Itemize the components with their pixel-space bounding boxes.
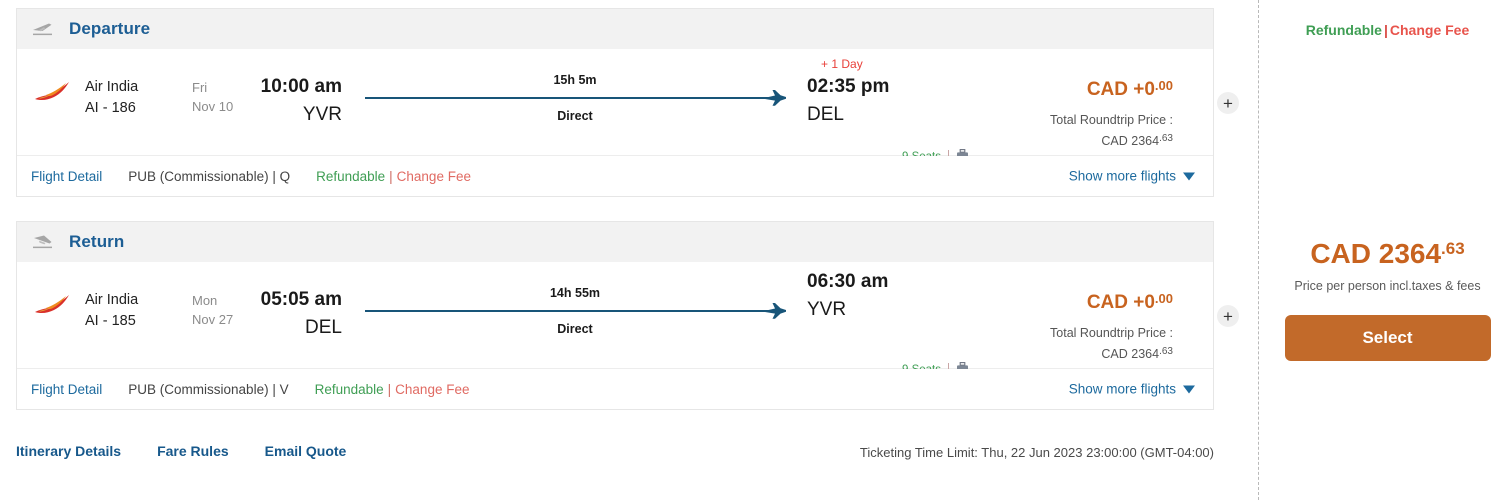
show-more-flights-button[interactable]: Show more flights xyxy=(1069,382,1195,397)
plus-day-badge: + 1 Day xyxy=(821,57,863,71)
return-price: CAD +0.00 xyxy=(1086,291,1173,313)
departure-flight-row: Air India AI - 186 Fri Nov 10 10:00 am Y… xyxy=(17,49,1239,164)
return-date-value: Nov 27 xyxy=(192,312,234,327)
total-roundtrip-label: Total Roundtrip Price : xyxy=(1050,326,1173,340)
chevron-down-icon xyxy=(1183,172,1195,180)
departure-stops: Direct xyxy=(557,109,593,123)
return-date: Mon Nov 27 xyxy=(192,292,233,329)
total-roundtrip-label: Total Roundtrip Price : xyxy=(1050,113,1173,127)
return-title: Return xyxy=(69,232,125,251)
panel-total-price: CAD 2364.63 xyxy=(1310,238,1465,269)
bottom-links-bar: Itinerary Details Fare Rules Email Quote… xyxy=(16,443,1214,460)
flight-number: AI - 185 xyxy=(85,313,136,329)
fare-basis: PUB (Commissionable) | Q xyxy=(128,168,291,184)
show-more-flights-label: Show more flights xyxy=(1068,381,1176,397)
arrival-time: 02:35 pm xyxy=(807,76,890,97)
return-airline-info: Air India AI - 185 xyxy=(85,290,138,332)
route-line-wrap xyxy=(365,89,786,106)
route-line xyxy=(365,310,769,312)
add-flight-button[interactable]: + xyxy=(1217,305,1239,327)
flight-detail-link[interactable]: Flight Detail xyxy=(31,168,103,184)
return-route-block: 14h 55m Direct xyxy=(365,284,786,338)
departure-title: Departure xyxy=(69,19,151,38)
fare-separator: | xyxy=(387,381,392,397)
plane-takeoff-icon xyxy=(31,19,57,39)
leg-spacer xyxy=(16,197,1214,221)
departure-route-block: 15h 5m Direct xyxy=(365,71,786,125)
email-quote-link[interactable]: Email Quote xyxy=(264,443,347,459)
departure-price-cents: .00 xyxy=(1154,78,1173,93)
route-line xyxy=(365,97,769,99)
select-button[interactable]: Select xyxy=(1284,315,1491,361)
departure-time: 05:05 am xyxy=(260,289,342,310)
departure-arrival-block: + 1 Day 02:35 pm DEL xyxy=(807,55,889,129)
flight-number: AI - 186 xyxy=(85,100,136,116)
panel-fare-conditions: Refundable | Change Fee xyxy=(1268,22,1507,38)
air-india-logo xyxy=(29,75,75,109)
panel-change-fee-label: Change Fee xyxy=(1389,22,1470,38)
return-price-cents: .00 xyxy=(1154,291,1173,306)
return-stops: Direct xyxy=(557,322,593,336)
plane-landing-icon xyxy=(31,232,57,252)
departure-day-of-week: Fri xyxy=(192,80,208,95)
change-fee-label[interactable]: Change Fee xyxy=(395,381,470,397)
departure-header: Departure xyxy=(17,9,1213,49)
return-origin-block: 05:05 am DEL xyxy=(232,286,342,342)
fare-separator: | xyxy=(389,168,393,184)
departure-date: Fri Nov 10 xyxy=(192,79,233,116)
panel-divider xyxy=(1258,0,1259,500)
departure-origin-block: 10:00 am YVR xyxy=(232,73,342,129)
return-arrival-block: 06:30 am YVR xyxy=(807,268,888,324)
return-price-block: CAD +0.00 Total Roundtrip Price : CAD 23… xyxy=(1050,286,1173,363)
airline-name: Air India xyxy=(85,292,139,308)
route-line-wrap xyxy=(365,302,786,319)
panel-price-subtitle: Price per person incl.taxes & fees xyxy=(1294,279,1481,293)
arrival-airport: YVR xyxy=(807,299,847,320)
fare-basis: PUB (Commissionable) | V xyxy=(128,381,289,397)
airline-name: Air India xyxy=(85,79,139,95)
departure-leg: Departure Air India AI - 186 Fri Nov xyxy=(16,8,1239,197)
return-day-of-week: Mon xyxy=(192,293,218,308)
departure-fare-row: Flight Detail PUB (Commissionable) | Q R… xyxy=(17,156,1213,196)
departure-airport: YVR xyxy=(302,104,342,125)
panel-refundable-label: Refundable xyxy=(1305,22,1382,38)
panel-separator: | xyxy=(1383,22,1388,38)
air-india-logo xyxy=(29,288,75,322)
itinerary-details-link[interactable]: Itinerary Details xyxy=(16,443,122,459)
refundable-label[interactable]: Refundable xyxy=(316,168,386,184)
arrival-airport: DEL xyxy=(807,104,844,125)
panel-price-cents: .63 xyxy=(1441,239,1465,258)
arrival-time: 06:30 am xyxy=(807,271,889,292)
departure-duration: 15h 5m xyxy=(553,73,597,87)
departure-airline-info: Air India AI - 186 xyxy=(85,77,138,119)
fare-rules-link[interactable]: Fare Rules xyxy=(157,443,229,459)
departure-date-value: Nov 10 xyxy=(192,99,234,114)
return-header: Return xyxy=(17,222,1213,262)
add-flight-button[interactable]: + xyxy=(1217,92,1239,114)
departure-airport: DEL xyxy=(305,317,342,338)
refundable-label[interactable]: Refundable xyxy=(314,381,384,397)
chevron-down-icon xyxy=(1183,385,1195,393)
total-roundtrip-value: CAD 2364.63 xyxy=(1101,346,1173,361)
show-more-flights-label: Show more flights xyxy=(1068,168,1176,184)
return-leg: Return Air India AI - 185 Mon Nov 27 xyxy=(16,221,1239,410)
total-roundtrip-value: CAD 2364.63 xyxy=(1101,133,1173,148)
departure-time: 10:00 am xyxy=(260,76,342,97)
price-summary-panel: Refundable | Change Fee CAD 2364.63 Price … xyxy=(1268,0,1507,500)
flight-detail-link[interactable]: Flight Detail xyxy=(31,381,103,397)
show-more-flights-button[interactable]: Show more flights xyxy=(1069,169,1195,184)
departure-price: CAD +0.00 xyxy=(1086,78,1173,100)
return-fare-row: Flight Detail PUB (Commissionable) | V R… xyxy=(17,369,1213,409)
return-duration: 14h 55m xyxy=(549,286,601,300)
itinerary-card: Departure Air India AI - 186 Fri Nov xyxy=(16,8,1239,410)
ticketing-time-limit: Ticketing Time Limit: Thu, 22 Jun 2023 2… xyxy=(859,445,1214,460)
change-fee-label[interactable]: Change Fee xyxy=(396,168,471,184)
departure-price-block: CAD +0.00 Total Roundtrip Price : CAD 23… xyxy=(1050,73,1173,150)
return-flight-row: Air India AI - 185 Mon Nov 27 05:05 am D… xyxy=(17,262,1239,377)
